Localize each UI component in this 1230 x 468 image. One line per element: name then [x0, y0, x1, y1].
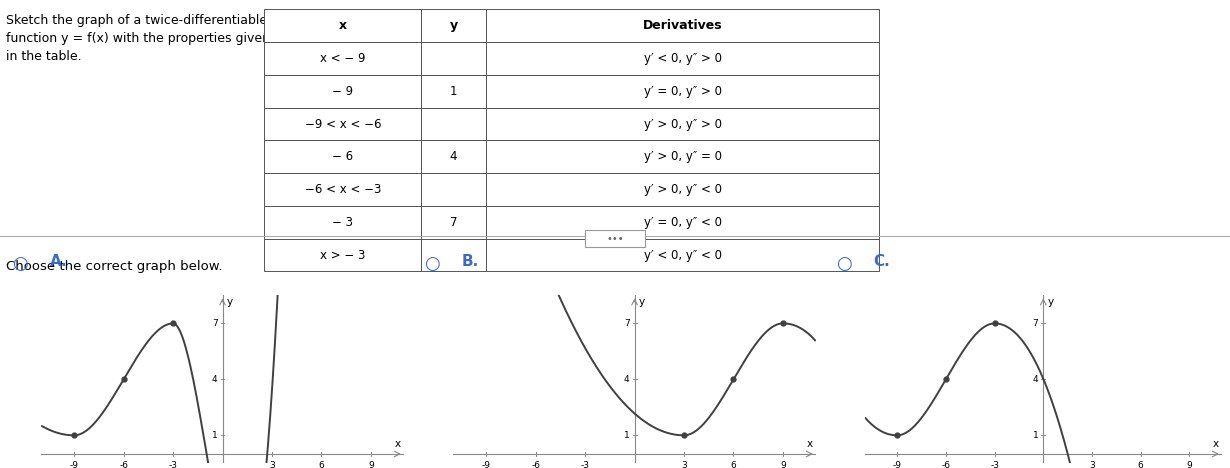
Bar [486, 173, 879, 206]
Text: − 9: − 9 [332, 85, 353, 98]
Text: y′ < 0, y″ < 0: y′ < 0, y″ < 0 [643, 249, 722, 262]
Text: y′ = 0, y″ < 0: y′ = 0, y″ < 0 [643, 216, 722, 229]
Bar [264, 140, 421, 173]
Text: 4: 4 [450, 150, 458, 163]
Bar [421, 9, 486, 42]
Bar [421, 75, 486, 108]
Bar [421, 108, 486, 140]
Text: Sketch the graph of a twice-differentiable
function y = f(x) with the properties: Sketch the graph of a twice-differentiab… [6, 14, 271, 63]
Bar [264, 42, 421, 75]
Text: − 3: − 3 [332, 216, 353, 229]
Bar [264, 239, 421, 271]
Text: ○: ○ [424, 255, 440, 272]
Bar [486, 75, 879, 108]
Bar [486, 239, 879, 271]
Text: y′ > 0, y″ = 0: y′ > 0, y″ = 0 [643, 150, 722, 163]
Text: y′ = 0, y″ > 0: y′ = 0, y″ > 0 [643, 85, 722, 98]
Text: −6 < x < −3: −6 < x < −3 [305, 183, 381, 196]
Text: B.: B. [461, 255, 478, 270]
Bar [585, 230, 645, 247]
Text: 1: 1 [450, 85, 458, 98]
Bar [421, 42, 486, 75]
Text: − 6: − 6 [332, 150, 353, 163]
Text: ○: ○ [836, 255, 852, 272]
Bar [486, 42, 879, 75]
Text: x: x [338, 19, 347, 32]
Text: Derivatives: Derivatives [643, 19, 722, 32]
Text: y′ > 0, y″ > 0: y′ > 0, y″ > 0 [643, 117, 722, 131]
Text: A.: A. [49, 255, 68, 270]
Text: C.: C. [873, 255, 889, 270]
Text: 7: 7 [450, 216, 458, 229]
Bar [264, 9, 421, 42]
Text: x < − 9: x < − 9 [320, 52, 365, 65]
Text: y′ < 0, y″ > 0: y′ < 0, y″ > 0 [643, 52, 722, 65]
Bar [264, 173, 421, 206]
Bar [486, 108, 879, 140]
Bar [264, 108, 421, 140]
Bar [421, 239, 486, 271]
Text: y′ > 0, y″ < 0: y′ > 0, y″ < 0 [643, 183, 722, 196]
Bar [264, 206, 421, 239]
Bar [486, 206, 879, 239]
Text: x > − 3: x > − 3 [320, 249, 365, 262]
Bar [421, 206, 486, 239]
Text: •••: ••• [606, 234, 624, 244]
Text: y: y [449, 19, 458, 32]
Text: −9 < x < −6: −9 < x < −6 [305, 117, 381, 131]
Bar [486, 9, 879, 42]
Bar [421, 140, 486, 173]
Text: ○: ○ [12, 255, 28, 272]
Bar [421, 173, 486, 206]
Bar [486, 140, 879, 173]
Text: Choose the correct graph below.: Choose the correct graph below. [6, 260, 223, 273]
Bar [264, 75, 421, 108]
